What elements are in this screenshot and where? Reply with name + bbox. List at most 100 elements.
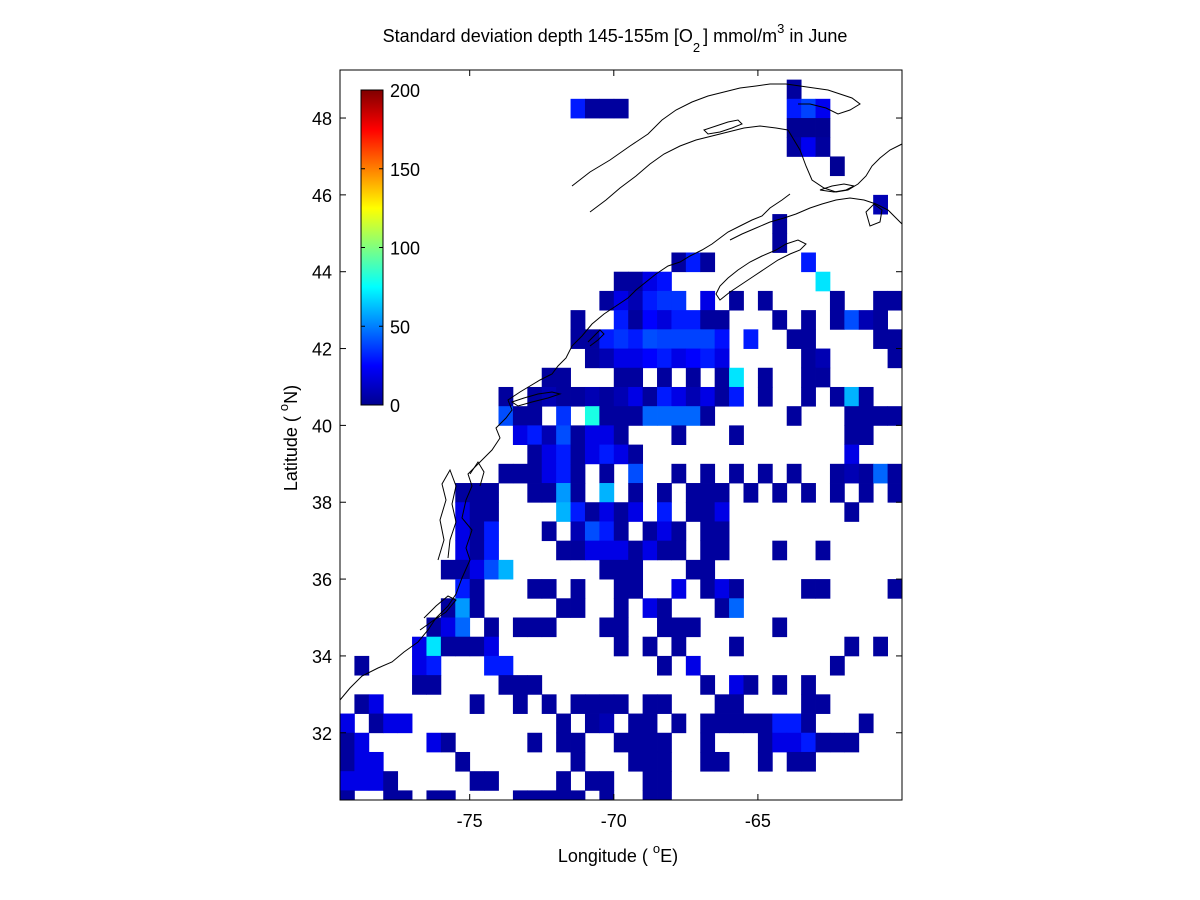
heatmap-cell [815,732,831,753]
heatmap-cell [671,290,687,311]
heatmap-cell [628,463,644,484]
heatmap-cell [700,540,716,561]
heatmap-cell [570,98,586,119]
heatmap-cell [426,790,442,801]
heatmap-cell [714,502,730,522]
heatmap-cell [512,617,528,638]
heatmap-cell [844,310,860,330]
heatmap-cell [887,348,903,369]
heatmap-cell [729,598,744,618]
heatmap-cell [772,675,788,695]
heatmap-cell [700,559,716,580]
heatmap-cell [815,367,831,388]
heatmap-cell [383,790,399,801]
heatmap-cell [801,386,816,407]
heatmap-cell [613,425,629,445]
heatmap-cell [628,310,644,330]
coastline-long-island [510,391,562,407]
heatmap-cell [455,598,471,618]
heatmap-cell [657,483,672,503]
heatmap-cell [887,463,903,484]
heatmap-cell [512,463,528,484]
heatmap-cell [844,732,860,753]
coastline-nova-scotia [715,239,807,301]
heatmap-cell [671,540,687,561]
heatmap-cell [671,521,687,542]
heatmap-cell [455,751,471,772]
heatmap-cell [484,559,499,580]
heatmap-cell [729,463,744,484]
heatmap-cell [599,694,615,714]
heatmap-cell [757,463,773,484]
heatmap-cell [455,636,471,657]
heatmap-cell [628,444,644,465]
heatmap-cell [484,771,499,791]
heatmap-cell [714,598,730,618]
heatmap-cell [801,579,816,599]
heatmap-cell [541,694,557,714]
heatmap-cell [729,579,744,599]
heatmap-cell [671,329,687,349]
heatmap-cell [599,483,615,503]
heatmap-cell [714,540,730,561]
heatmap-cell [440,598,456,618]
heatmap-cell [556,444,571,465]
heatmap-cell [484,655,499,676]
heatmap-cell [455,559,471,580]
heatmap-cell [541,617,557,638]
heatmap-cell [858,483,874,503]
heatmap-cell [469,559,485,580]
heatmap-cell [584,348,600,369]
heatmap-cell [556,502,571,522]
heatmap-cell [469,694,485,714]
heatmap-cell [844,463,860,484]
heatmap-cell [613,348,629,369]
heatmap-cell [801,367,816,388]
heatmap-cell [368,713,384,734]
coastline-pei [819,183,856,193]
heatmap-cell [671,579,687,599]
heatmap-cell [541,444,557,465]
heatmap-cell [628,348,644,369]
heatmap-cell [657,329,672,349]
heatmap-cell [801,329,816,349]
x-axis: -75 -70 -65 [457,70,771,831]
heatmap-cell [657,617,672,638]
heatmap-cell [642,386,658,407]
heatmap-cell [584,540,600,561]
heatmap-cell [743,675,759,695]
x-tick-label: -65 [745,811,771,831]
heatmap-cell [685,329,701,349]
heatmap-cell [801,348,816,369]
heatmap-cell [642,406,658,426]
coastline-delaware [469,461,485,487]
heatmap-cell [657,386,672,407]
heatmap-cell [743,329,759,349]
coastline-st-lawrence-north [571,83,861,187]
heatmap-cell [484,502,499,522]
heatmap-cell [527,444,543,465]
heatmap-cell [671,463,687,484]
heatmap-cell [628,579,644,599]
heatmap-cell [657,790,672,801]
heatmap-cell [786,98,802,119]
heatmap-cell [613,329,629,349]
heatmap-cell [671,406,687,426]
heatmap-cell [527,406,543,426]
heatmap-cell [829,156,845,177]
heatmap-cell [657,771,672,791]
heatmap-cell [858,406,874,426]
heatmap-cell [829,732,845,753]
heatmap-cell [527,790,543,801]
heatmap-cell [570,310,586,330]
coastline-maritimes [729,197,903,241]
heatmap-cell [628,483,644,503]
heatmap-cell [469,521,485,542]
heatmap-cell [700,290,716,311]
heatmap-cell [657,694,672,714]
heatmap-cell [714,329,730,349]
heatmap-cell [829,310,845,330]
plot-area [339,69,903,801]
heatmap-cell [584,386,600,407]
heatmap-cell [700,348,716,369]
